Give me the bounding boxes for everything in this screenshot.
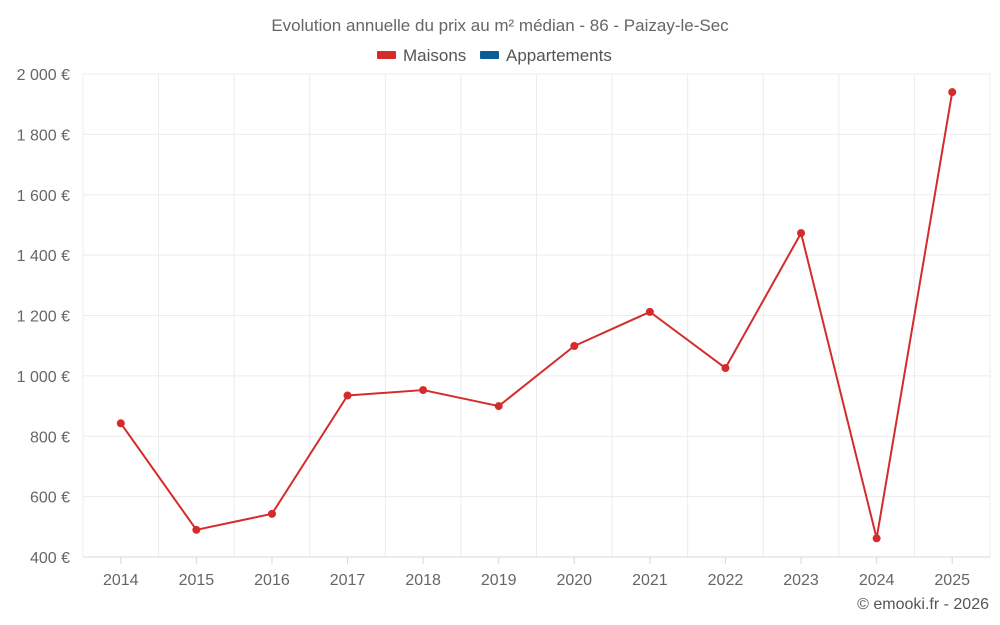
y-tick-label: 1 800 € <box>17 127 70 144</box>
x-tick-label: 2024 <box>859 572 895 589</box>
data-point-maisons-2025[interactable] <box>948 88 957 97</box>
x-tick-label: 2020 <box>556 572 592 589</box>
credit-text: © emooki.fr - 2026 <box>857 596 989 613</box>
legend-item-maisons[interactable]: Maisons <box>377 46 466 65</box>
data-point-maisons-2022[interactable] <box>721 364 730 373</box>
y-tick-label: 1 400 € <box>17 248 70 265</box>
data-point-maisons-2018[interactable] <box>419 386 428 395</box>
x-tick-label: 2022 <box>708 572 744 589</box>
legend-label-appartements: Appartements <box>506 46 612 65</box>
x-tick-label: 2017 <box>330 572 366 589</box>
data-point-maisons-2024[interactable] <box>872 534 881 543</box>
legend-label-maisons: Maisons <box>403 46 466 65</box>
x-tick-label: 2015 <box>179 572 215 589</box>
chart-title: Evolution annuelle du prix au m² médian … <box>271 16 729 35</box>
x-tick-label: 2019 <box>481 572 517 589</box>
y-tick-label: 2 000 € <box>17 67 70 84</box>
y-tick-label: 600 € <box>30 490 70 507</box>
series <box>116 88 957 543</box>
data-point-maisons-2019[interactable] <box>494 402 503 411</box>
y-tick-label: 1 200 € <box>17 309 70 326</box>
series-line-maisons <box>119 91 954 540</box>
legend-swatch-maisons <box>377 51 396 59</box>
legend-item-appartements[interactable]: Appartements <box>480 46 612 65</box>
x-tick-label: 2025 <box>934 572 970 589</box>
data-point-maisons-2016[interactable] <box>267 509 276 518</box>
y-tick-label: 800 € <box>30 429 70 446</box>
x-axis-ticks: 2014 2015 2016 2017 2018 2019 2020 2021 2022 2023… <box>103 557 970 589</box>
y-tick-label: 400 € <box>30 550 70 567</box>
x-tick-label: 2021 <box>632 572 668 589</box>
data-point-maisons-2017[interactable] <box>343 391 352 400</box>
x-tick-label: 2014 <box>103 572 139 589</box>
data-point-maisons-2021[interactable] <box>645 307 654 316</box>
legend-swatch-appartements <box>480 51 499 59</box>
x-tick-label: 2018 <box>405 572 441 589</box>
data-point-maisons-2020[interactable] <box>570 341 579 350</box>
gridlines <box>82 73 991 557</box>
data-point-maisons-2015[interactable] <box>192 525 201 534</box>
data-point-maisons-2023[interactable] <box>797 229 806 238</box>
data-point-maisons-2014[interactable] <box>116 419 125 428</box>
y-tick-label: 1 000 € <box>17 369 70 386</box>
y-axis-ticks: 400 € 600 € 800 € 1 000 € 1 200 € 1 400 € 1 60… <box>17 67 70 567</box>
y-tick-label: 1 600 € <box>17 188 70 205</box>
x-tick-label: 2016 <box>254 572 290 589</box>
x-tick-label: 2023 <box>783 572 819 589</box>
legend: Maisons Appartements <box>377 46 612 65</box>
